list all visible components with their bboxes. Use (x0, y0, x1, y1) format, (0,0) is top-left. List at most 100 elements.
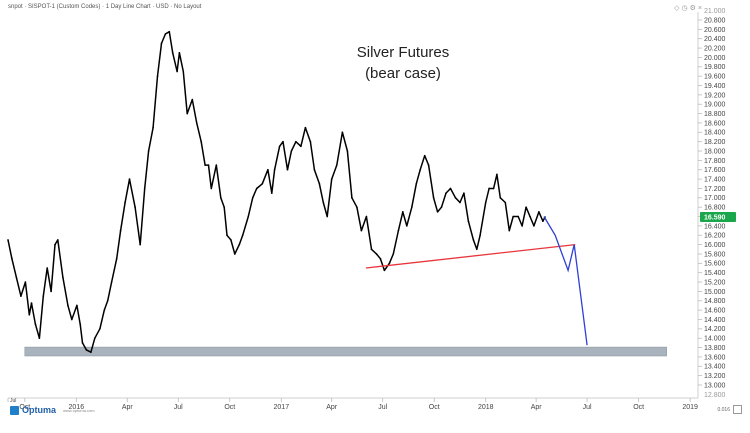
y-tick-label: 16.200 (704, 233, 726, 240)
x-tick-label: Oct (224, 404, 235, 411)
y-tick-label: 15.000 (704, 289, 726, 296)
price-data-point (247, 215, 250, 218)
price-data-point (238, 243, 241, 246)
price-data-point (432, 197, 435, 199)
price-data-point (499, 197, 502, 199)
price-data-point (440, 206, 443, 208)
y-tick-label: 15.200 (704, 279, 726, 286)
price-data-point (445, 192, 447, 194)
price-data-point (304, 126, 307, 129)
price-data-point (54, 243, 56, 246)
price-data-point (488, 187, 490, 190)
price-data-point (156, 75, 159, 77)
close-icon[interactable]: × (697, 5, 704, 12)
price-data-point (134, 206, 136, 208)
price-data-point (79, 323, 82, 325)
price-data-point (538, 211, 540, 213)
price-data-point (467, 220, 470, 223)
price-data-point (392, 253, 395, 255)
price-data-point (110, 281, 113, 283)
y-tick-label: 16.000 (704, 242, 726, 249)
y-tick-label: 18.200 (704, 139, 726, 146)
y-tick-label: 15.600 (704, 261, 726, 268)
corner-value: 0.016 (717, 407, 730, 413)
y-tick-label: 18.600 (704, 120, 726, 127)
price-data-point (496, 173, 498, 176)
price-data-point (542, 220, 544, 223)
price-data-point (360, 229, 363, 232)
price-data-point (11, 257, 13, 260)
price-data-point (210, 187, 213, 190)
price-data-point (356, 206, 358, 208)
y-tick-label: 13.000 (704, 382, 726, 389)
y-tick-label-top: 21.000 (704, 8, 726, 15)
price-data-point (525, 206, 527, 208)
y-tick-label-bottom: 12.800 (704, 392, 726, 399)
settings-icon[interactable]: ⚙ (689, 5, 698, 12)
price-data-point (85, 349, 88, 351)
diamond-icon[interactable]: ◇ (674, 5, 682, 12)
price-data-point (512, 215, 514, 218)
y-tick-label: 18.800 (704, 111, 726, 118)
y-tick-label: 20.600 (704, 27, 726, 34)
price-data-point (182, 70, 185, 73)
price-data-point (521, 225, 523, 227)
price-data-point (449, 187, 452, 190)
clock-icon[interactable]: ◷ (681, 5, 690, 12)
price-data-point (383, 269, 386, 272)
price-data-point (397, 229, 400, 232)
x-tick-label: Oct (633, 404, 644, 411)
y-tick-label: 19.600 (704, 74, 726, 81)
last-value-label: 16.590 (704, 215, 726, 222)
price-data-point (226, 234, 228, 237)
x-tick-label: 2018 (478, 404, 494, 411)
price-data-point (147, 150, 150, 152)
y-tick-label: 14.600 (704, 308, 726, 315)
price-data-point (517, 215, 520, 218)
y-tick-label: 14.000 (704, 336, 726, 343)
chart-subtitle: (bear case) (365, 65, 441, 82)
price-data-point (318, 182, 321, 185)
y-tick-label: 16.400 (704, 223, 726, 230)
toolbar-icons: ◇◷⚙× (674, 4, 704, 12)
x-tick-label: Jul (583, 404, 592, 411)
price-data-point (160, 42, 163, 45)
y-tick-label: 14.200 (704, 326, 726, 333)
price-data-point (168, 30, 171, 33)
y-tick-label: 13.200 (704, 373, 726, 380)
y-tick-label: 18.400 (704, 130, 726, 137)
price-data-point (103, 309, 106, 311)
price-data-point (90, 351, 92, 354)
optuma-logo-icon (10, 405, 19, 415)
price-data-point (220, 197, 222, 199)
x-tick-label: Oct (19, 404, 30, 411)
price-data-point (508, 229, 511, 232)
price-data-point (341, 131, 344, 134)
price-data-point (472, 239, 475, 241)
price-data-point (504, 201, 507, 204)
price-data-point (46, 267, 49, 269)
price-data-point (295, 140, 297, 143)
price-data-point (76, 304, 78, 307)
price-data-point (346, 150, 349, 152)
price-data-point (207, 164, 210, 166)
support-trendline (365, 243, 576, 269)
y-tick-label: 13.600 (704, 354, 726, 361)
y-tick-label: 20.200 (704, 45, 726, 52)
y-tick-label: 17.600 (704, 167, 726, 174)
expand-icon[interactable] (733, 405, 742, 414)
price-data-point (415, 182, 418, 185)
y-tick-label: 18.000 (704, 148, 726, 155)
y-tick-label: 19.400 (704, 83, 726, 90)
price-data-point (128, 178, 131, 180)
price-data-point (57, 239, 59, 241)
price-data-point (191, 98, 194, 101)
price-data-point (106, 299, 109, 302)
y-tick-label: 20.400 (704, 36, 726, 43)
price-data-point (38, 337, 41, 340)
price-data-point (463, 192, 465, 194)
price-data-point (230, 239, 232, 241)
bear-projection-line (543, 216, 588, 346)
price-data-point (454, 197, 457, 199)
